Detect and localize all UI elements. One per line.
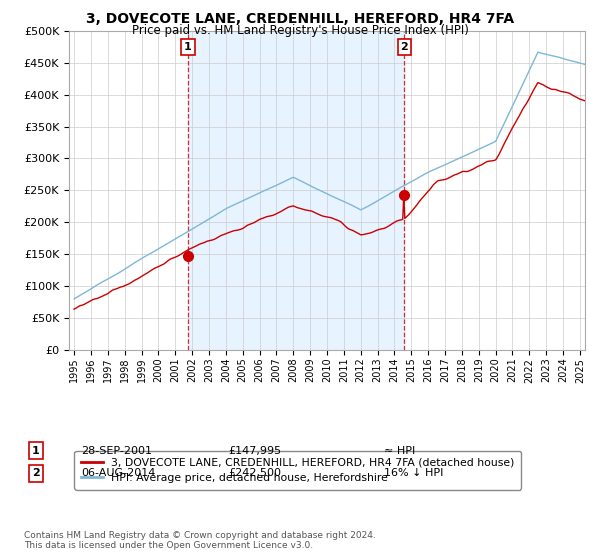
- Text: ≈ HPI: ≈ HPI: [384, 446, 415, 456]
- Text: Price paid vs. HM Land Registry's House Price Index (HPI): Price paid vs. HM Land Registry's House …: [131, 24, 469, 36]
- Text: 06-AUG-2014: 06-AUG-2014: [81, 468, 155, 478]
- Text: 28-SEP-2001: 28-SEP-2001: [81, 446, 152, 456]
- Text: 2: 2: [400, 42, 408, 52]
- Text: £242,500: £242,500: [228, 468, 281, 478]
- Text: 1: 1: [32, 446, 40, 456]
- Bar: [188, 31, 404, 350]
- Text: 16% ↓ HPI: 16% ↓ HPI: [384, 468, 443, 478]
- Text: 1: 1: [184, 42, 192, 52]
- Text: 2: 2: [32, 468, 40, 478]
- Text: £147,995: £147,995: [228, 446, 281, 456]
- Text: Contains HM Land Registry data © Crown copyright and database right 2024.
This d: Contains HM Land Registry data © Crown c…: [24, 530, 376, 550]
- Text: 3, DOVECOTE LANE, CREDENHILL, HEREFORD, HR4 7FA: 3, DOVECOTE LANE, CREDENHILL, HEREFORD, …: [86, 12, 514, 26]
- Legend: 3, DOVECOTE LANE, CREDENHILL, HEREFORD, HR4 7FA (detached house), HPI: Average p: 3, DOVECOTE LANE, CREDENHILL, HEREFORD, …: [74, 451, 521, 489]
